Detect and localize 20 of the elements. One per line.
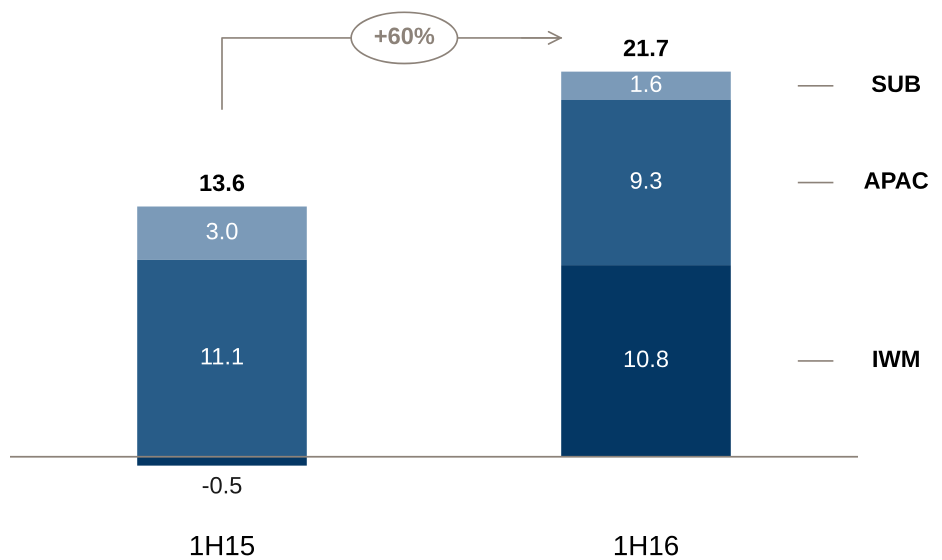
total-label: 13.6: [200, 174, 244, 192]
text: IWM: [873, 350, 919, 368]
bar: [561, 265, 731, 457]
total-label: 21.7: [624, 40, 668, 56]
text: +60%: [374, 28, 434, 44]
data-label: 9.3: [630, 172, 662, 189]
data-label: -0.5: [202, 476, 242, 494]
text: APAC: [864, 172, 928, 189]
data-label: 11.1: [202, 348, 243, 364]
bar: [137, 206, 307, 260]
bar: [561, 72, 731, 100]
bar: [137, 260, 307, 457]
data-label: 3.0: [206, 222, 238, 240]
bar: [561, 100, 731, 266]
x-tick-label: 1H16: [614, 536, 678, 556]
text: SUB: [872, 75, 920, 92]
data-label: 10.8: [624, 350, 668, 368]
bar: [137, 456, 307, 466]
data-label: 1.6: [631, 75, 662, 92]
x-tick-label: 1H15: [190, 536, 254, 556]
